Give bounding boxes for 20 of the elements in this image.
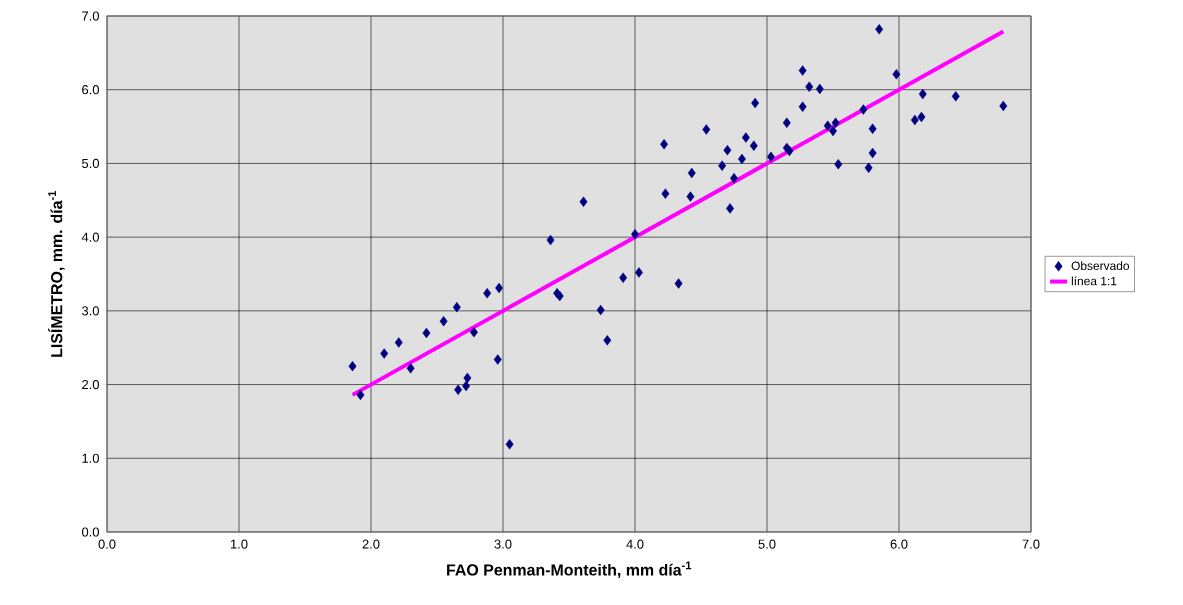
x-tick-label: 1.0 — [230, 539, 248, 549]
y-tick-label: 3.0 — [81, 306, 99, 316]
y-axis-title: LISÍMETRO, mm. día$^{-1}$ — [48, 190, 65, 357]
x-axis-title: FAO Penman-Monteith, mm día$^{-1}$ — [447, 561, 692, 578]
legend-label: Observado — [1071, 261, 1130, 271]
x-tick-label: 0.0 — [98, 539, 116, 549]
y-tick-label: 6.0 — [82, 85, 99, 95]
y-tick-label: 4.0 — [81, 232, 99, 242]
y-tick-label: 0.0 — [81, 527, 99, 537]
x-tick-label: 2.0 — [362, 539, 380, 549]
x-tick-label: 5.0 — [758, 539, 776, 549]
y-tick-label: 1.0 — [82, 453, 99, 463]
y-tick-label: 5.0 — [82, 158, 99, 168]
x-tick-label: 3.0 — [494, 539, 512, 549]
legend-label: línea 1:1 — [1071, 276, 1117, 286]
x-tick-label: 6.0 — [890, 539, 908, 549]
x-tick-label: 4.0 — [626, 539, 644, 549]
x-tick-label: 7.0 — [1022, 539, 1040, 549]
y-tick-label: 7.0 — [82, 11, 99, 21]
y-tick-label: 2.0 — [82, 379, 99, 390]
